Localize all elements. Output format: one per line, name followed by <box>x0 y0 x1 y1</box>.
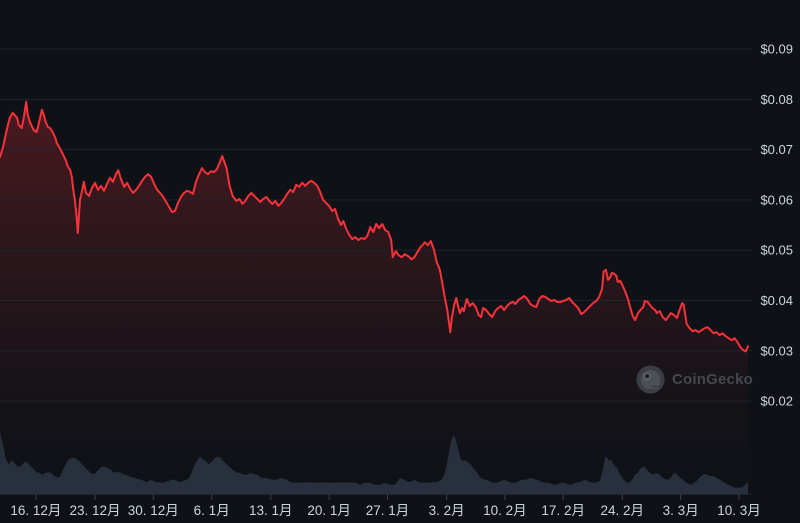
y-axis-label: $0.05 <box>760 243 793 258</box>
x-axis-label: 23. 12月 <box>69 503 120 518</box>
y-axis-label: $0.02 <box>760 394 793 409</box>
x-axis-label: 10. 2月 <box>483 503 527 518</box>
x-axis-label: 16. 12月 <box>10 503 61 518</box>
y-axis-label: $0.09 <box>760 42 793 57</box>
price-area-fill <box>0 101 748 495</box>
x-axis-label: 24. 2月 <box>601 503 645 518</box>
x-axis-label: 10. 3月 <box>717 503 761 518</box>
x-axis-label: 13. 1月 <box>249 503 293 518</box>
y-axis-label: $0.07 <box>760 142 793 157</box>
x-axis-label: 27. 1月 <box>366 503 410 518</box>
price-line-series <box>0 100 749 353</box>
x-axis-label: 30. 12月 <box>128 503 179 518</box>
x-axis-label: 17. 2月 <box>541 503 585 518</box>
x-axis-label: 3. 2月 <box>429 503 465 518</box>
x-axis-label: 6. 1月 <box>194 503 230 518</box>
y-axis-label: $0.04 <box>760 293 793 308</box>
x-axis-label: 20. 1月 <box>307 503 351 518</box>
coingecko-wordmark: CoinGecko <box>672 371 753 388</box>
y-axis-label: $0.08 <box>760 92 793 107</box>
coingecko-logo-icon <box>636 365 665 394</box>
coingecko-watermark[interactable]: CoinGecko <box>636 365 753 394</box>
volume-series <box>0 432 748 494</box>
y-axis-label: $0.06 <box>760 192 793 207</box>
y-axis-label: $0.03 <box>760 343 793 358</box>
x-axis-label: 3. 3月 <box>663 503 699 518</box>
